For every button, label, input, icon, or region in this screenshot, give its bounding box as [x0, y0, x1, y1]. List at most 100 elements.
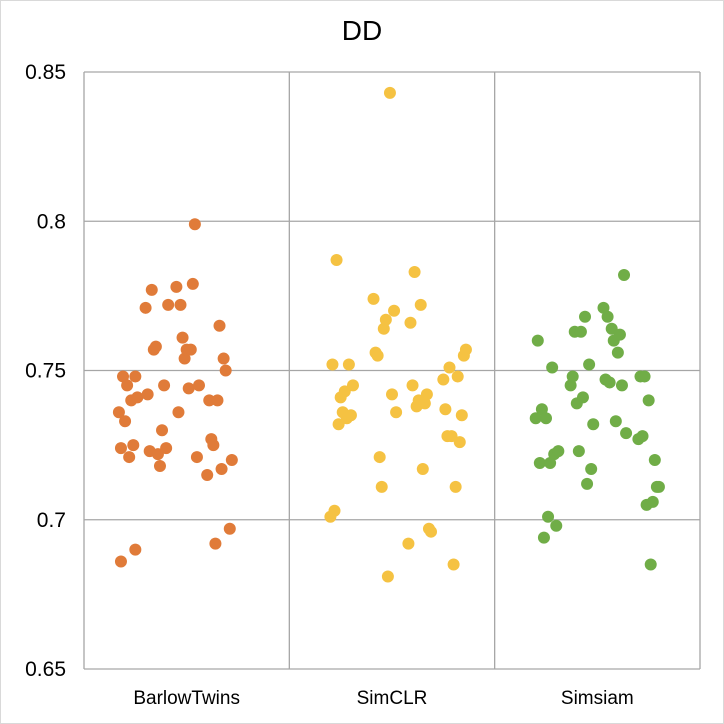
data-point [203, 394, 216, 407]
data-point [642, 394, 655, 407]
data-point [414, 298, 427, 311]
data-point [646, 495, 659, 508]
data-point [579, 310, 592, 323]
data-point [587, 418, 600, 431]
data-point [172, 406, 185, 419]
data-point [178, 352, 191, 365]
y-tick-label: 0.8 [37, 210, 66, 233]
chart-title: DD [342, 15, 382, 46]
data-point [552, 445, 565, 458]
data-point [437, 373, 450, 386]
data-point [344, 409, 357, 422]
data-point [201, 468, 214, 481]
data-point [585, 463, 598, 476]
data-point [618, 268, 631, 281]
data-point [529, 412, 542, 425]
data-point [186, 277, 199, 290]
data-point [188, 218, 201, 231]
data-point [544, 457, 557, 470]
data-point [615, 379, 628, 392]
data-point [531, 334, 544, 347]
data-point [381, 570, 394, 583]
data-point [379, 313, 392, 326]
data-point [158, 379, 171, 392]
data-point [443, 361, 456, 374]
data-point [213, 319, 226, 332]
data-point [346, 379, 359, 392]
data-point [114, 442, 127, 455]
data-point [576, 391, 589, 404]
data-point [449, 480, 462, 493]
data-point [613, 328, 626, 341]
y-tick-label: 0.65 [25, 658, 66, 681]
data-point [535, 403, 548, 416]
data-point [215, 463, 228, 476]
data-point [420, 388, 433, 401]
data-point [451, 370, 464, 383]
data-point [127, 439, 140, 452]
data-point [373, 451, 386, 464]
data-point [114, 555, 127, 568]
chart-grid [83, 71, 701, 670]
data-point [112, 406, 125, 419]
data-point [404, 316, 417, 329]
data-point [533, 457, 546, 470]
data-point [121, 379, 134, 392]
x-tick-label: SimCLR [357, 688, 428, 709]
data-point [219, 364, 232, 377]
data-point [583, 358, 596, 371]
data-point [609, 415, 622, 428]
data-point [564, 379, 577, 392]
data-point [638, 370, 651, 383]
data-point [217, 352, 230, 365]
data-point [406, 379, 419, 392]
data-point [648, 454, 661, 467]
data-point [416, 463, 429, 476]
data-point [141, 388, 154, 401]
data-point [375, 480, 388, 493]
data-point [342, 358, 355, 371]
data-point [367, 292, 380, 305]
data-point [145, 283, 158, 296]
data-point [117, 370, 130, 383]
data-point [455, 409, 468, 422]
data-point [170, 280, 183, 293]
data-point [652, 480, 665, 493]
data-point [418, 397, 431, 410]
data-point [566, 370, 579, 383]
data-point [326, 358, 339, 371]
data-point [182, 382, 195, 395]
data-point [184, 343, 197, 356]
data-point [209, 537, 222, 550]
data-point [453, 436, 466, 449]
x-axis-tick-labels: BarlowTwins SimCLR Simsiam [133, 688, 633, 709]
data-point [162, 298, 175, 311]
data-point [601, 310, 614, 323]
data-points [112, 86, 665, 583]
data-point [540, 412, 552, 425]
data-point [597, 301, 610, 314]
data-point [176, 331, 189, 344]
data-point [174, 298, 187, 311]
data-point [542, 510, 555, 523]
x-tick-label: BarlowTwins [133, 688, 240, 709]
data-point [611, 346, 624, 359]
y-tick-label: 0.7 [37, 509, 66, 532]
data-point [129, 370, 142, 383]
data-point [572, 445, 585, 458]
data-point [211, 394, 224, 407]
data-point [119, 415, 132, 428]
data-point [328, 504, 341, 517]
data-point [439, 403, 452, 416]
data-point [149, 340, 162, 353]
data-point [371, 349, 384, 362]
data-point [459, 343, 472, 356]
data-point [156, 424, 169, 437]
data-point [190, 451, 203, 464]
data-point [620, 427, 633, 440]
data-point [546, 361, 559, 374]
data-point [207, 439, 220, 452]
data-point [383, 86, 396, 99]
data-point [447, 558, 460, 571]
